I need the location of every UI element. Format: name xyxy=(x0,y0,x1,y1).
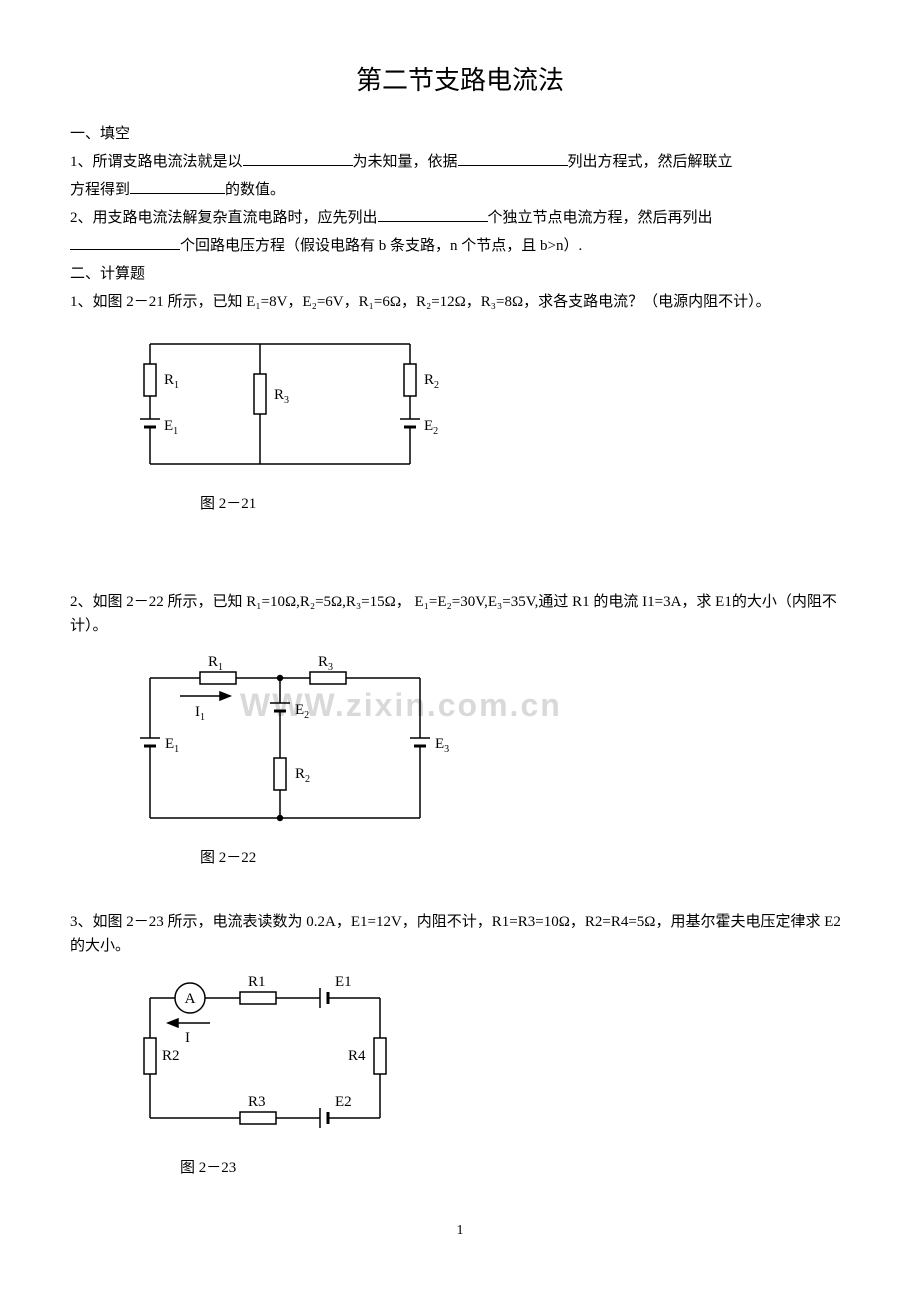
q2-text-b: 个独立节点电流方程，然后再列出 xyxy=(488,210,713,226)
figure-2-23: A R1 E1 I R2 R4 R3 E2 图 2－23 xyxy=(120,968,850,1180)
q1-text-e: 的数值。 xyxy=(225,182,285,198)
svg-text:E1: E1 xyxy=(164,418,178,437)
blank-5 xyxy=(70,235,180,250)
q2-line2: 个回路电压方程（假设电路有 b 条支路，n 个节点，且 b>n）. xyxy=(70,234,850,258)
svg-text:R1: R1 xyxy=(164,372,179,391)
blank-1 xyxy=(243,151,353,166)
q2-text-c: 个回路电压方程（假设电路有 b 条支路，n 个节点，且 b>n）. xyxy=(180,238,582,254)
svg-text:R3: R3 xyxy=(274,387,289,406)
q1-text-b: 为未知量，依据 xyxy=(353,154,458,170)
svg-text:E3: E3 xyxy=(435,736,449,755)
fig-2-21-caption: 图 2－21 xyxy=(200,492,850,516)
svg-text:R2: R2 xyxy=(424,372,439,391)
calc-q2: 2、如图 2－22 所示，已知 R₁=10Ω,R₂=5Ω,R₃=15Ω， E₁=… xyxy=(70,590,850,638)
svg-text:I: I xyxy=(185,1030,190,1046)
svg-text:E2: E2 xyxy=(424,418,438,437)
svg-text:E2: E2 xyxy=(295,702,309,721)
fig-2-23-caption: 图 2－23 xyxy=(180,1156,850,1180)
blank-2 xyxy=(458,151,568,166)
q2-line1: 2、用支路电流法解复杂直流电路时，应先列出 个独立节点电流方程，然后再列出 xyxy=(70,206,850,230)
q1-line1: 1、所谓支路电流法就是以 为未知量，依据 列出方程式，然后解联立 xyxy=(70,150,850,174)
svg-text:R3: R3 xyxy=(318,654,333,673)
blank-3 xyxy=(130,179,225,194)
svg-text:E1: E1 xyxy=(335,974,352,990)
svg-text:R4: R4 xyxy=(348,1048,366,1064)
fig-2-22-caption: 图 2－22 xyxy=(200,846,850,870)
figure-2-21: R1 R3 R2 E1 E2 图 2－21 xyxy=(120,324,850,516)
q1-text-d: 方程得到 xyxy=(70,182,130,198)
svg-text:I1: I1 xyxy=(195,704,205,723)
svg-text:R3: R3 xyxy=(248,1094,266,1110)
figure-2-22: R1 R3 I1 E2 E1 E3 R2 图 2－22 xyxy=(120,648,850,870)
svg-text:A: A xyxy=(185,991,196,1007)
section1-heading: 一、填空 xyxy=(70,122,850,146)
svg-text:E1: E1 xyxy=(165,736,179,755)
section2-heading: 二、计算题 xyxy=(70,262,850,286)
page-title: 第二节支路电流法 xyxy=(70,60,850,102)
q1-text-c: 列出方程式，然后解联立 xyxy=(568,154,733,170)
svg-text:R2: R2 xyxy=(162,1048,180,1064)
calc-q1: 1、如图 2－21 所示，已知 E₁=8V，E₂=6V，R₁=6Ω，R₂=12Ω… xyxy=(70,290,850,314)
blank-4 xyxy=(378,207,488,222)
svg-text:E2: E2 xyxy=(335,1094,352,1110)
q2-text-a: 2、用支路电流法解复杂直流电路时，应先列出 xyxy=(70,210,378,226)
svg-text:R1: R1 xyxy=(248,974,266,990)
calc-q3: 3、如图 2－23 所示，电流表读数为 0.2A，E1=12V，内阻不计，R1=… xyxy=(70,910,850,958)
q1-line2: 方程得到 的数值。 xyxy=(70,178,850,202)
svg-text:R2: R2 xyxy=(295,766,310,785)
q1-text-a: 1、所谓支路电流法就是以 xyxy=(70,154,243,170)
svg-text:R1: R1 xyxy=(208,654,223,673)
page-number: 1 xyxy=(70,1220,850,1242)
